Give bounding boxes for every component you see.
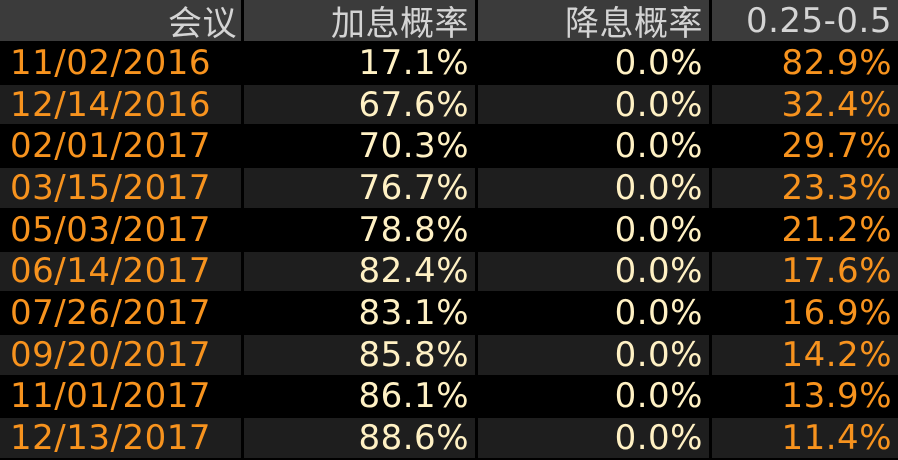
probability-cell: 70.3%	[244, 126, 475, 166]
probability-cell: 11.4%	[712, 418, 898, 458]
probability-cell: 0.0%	[478, 251, 709, 291]
probability-cell: 82.9%	[712, 43, 898, 83]
meeting-date: 07/26/2017	[0, 293, 241, 333]
probability-cell: 0.0%	[478, 168, 709, 208]
table-row: 09/20/2017 85.8% 0.0% 14.2%	[0, 335, 898, 377]
probability-cell: 0.0%	[478, 85, 709, 125]
probability-cell: 17.1%	[244, 43, 475, 83]
probability-cell: 13.9%	[712, 376, 898, 416]
header-cell: 降息概率	[478, 0, 709, 44]
probability-cell: 17.6%	[712, 251, 898, 291]
header-cell: 会议	[0, 0, 241, 44]
table-row: 11/01/2017 86.1% 0.0% 13.9%	[0, 376, 898, 419]
probability-cell: 23.3%	[712, 168, 898, 208]
probability-cell: 82.4%	[244, 251, 475, 291]
meeting-date: 12/13/2017	[0, 418, 241, 458]
table-row: 05/03/2017 78.8% 0.0% 21.2%	[0, 210, 898, 252]
probability-cell: 78.8%	[244, 210, 475, 250]
probability-cell: 0.0%	[478, 126, 709, 166]
meeting-date: 09/20/2017	[0, 335, 241, 375]
probability-cell: 0.0%	[478, 43, 709, 83]
header-row: 会议 加息概率 降息概率 0.25-0.5	[0, 0, 898, 44]
probability-cell: 0.0%	[478, 376, 709, 416]
meeting-date: 11/02/2016	[0, 43, 241, 83]
header-cell: 0.25-0.5	[712, 0, 898, 41]
probability-cell: 0.0%	[478, 335, 709, 375]
meeting-date: 05/03/2017	[0, 210, 241, 250]
meeting-date: 11/01/2017	[0, 376, 241, 416]
probability-cell: 0.0%	[478, 210, 709, 250]
table-row: 02/01/2017 70.3% 0.0% 29.7%	[0, 126, 898, 168]
table-row: 06/14/2017 82.4% 0.0% 17.6%	[0, 251, 898, 294]
header-cell: 加息概率	[244, 0, 475, 44]
probability-cell: 32.4%	[712, 85, 898, 125]
probability-cell: 21.2%	[712, 210, 898, 250]
probability-cell: 29.7%	[712, 126, 898, 166]
meeting-date: 03/15/2017	[0, 168, 241, 208]
probability-cell: 76.7%	[244, 168, 475, 208]
probability-cell: 83.1%	[244, 293, 475, 333]
meeting-date: 06/14/2017	[0, 251, 241, 291]
table-row: 07/26/2017 83.1% 0.0% 16.9%	[0, 293, 898, 335]
probability-cell: 0.0%	[478, 418, 709, 458]
probability-cell: 88.6%	[244, 418, 475, 458]
table-row: 11/02/2016 17.1% 0.0% 82.9%	[0, 43, 898, 85]
meeting-date: 02/01/2017	[0, 126, 241, 166]
table-row: 03/15/2017 76.7% 0.0% 23.3%	[0, 168, 898, 210]
meeting-date: 12/14/2016	[0, 85, 241, 125]
table-row: 12/14/2016 67.6% 0.0% 32.4%	[0, 85, 898, 127]
probability-cell: 16.9%	[712, 293, 898, 333]
probability-cell: 85.8%	[244, 335, 475, 375]
probability-cell: 86.1%	[244, 376, 475, 416]
probability-cell: 0.0%	[478, 293, 709, 333]
probability-cell: 14.2%	[712, 335, 898, 375]
table-row: 12/13/2017 88.6% 0.0% 11.4%	[0, 418, 898, 460]
probability-cell: 67.6%	[244, 85, 475, 125]
